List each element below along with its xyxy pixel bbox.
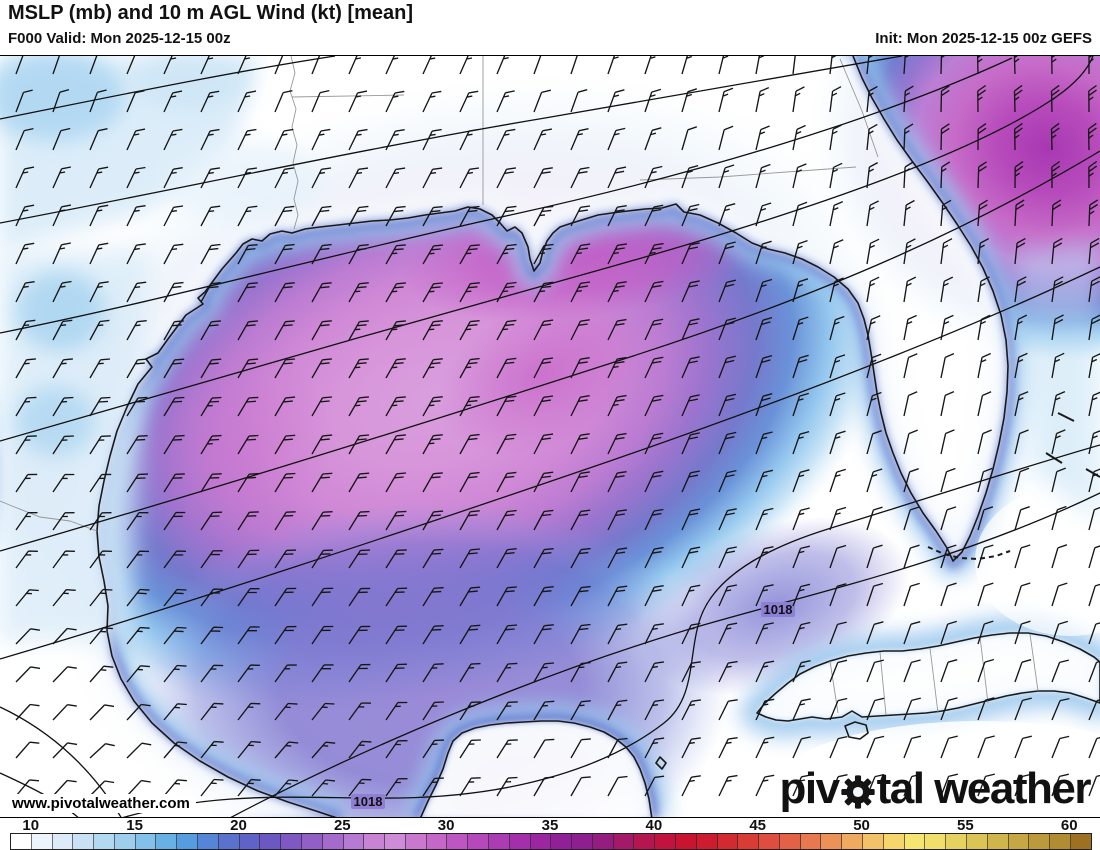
colorbar-cell <box>322 834 344 849</box>
colorbar-cell <box>1029 834 1051 849</box>
colorbar-tick: 35 <box>541 817 559 834</box>
colorbar-cell <box>114 834 136 849</box>
colorbar-cell <box>198 834 219 849</box>
colorbar-cell <box>301 834 323 849</box>
colorbar-cell <box>904 834 926 849</box>
colorbar-cell <box>385 834 406 849</box>
colorbar-cell <box>842 834 864 849</box>
colorbar-cell <box>488 834 510 849</box>
colorbar-cell <box>177 834 199 849</box>
colorbar-cell <box>966 834 988 849</box>
colorbar-cell <box>218 834 240 849</box>
header: MSLP (mb) and 10 m AGL Wind (kt) [mean] … <box>0 0 1100 55</box>
colorbar-cell <box>592 834 614 849</box>
colorbar-cell <box>52 834 74 849</box>
colorbar-cell <box>509 834 531 849</box>
colorbar-tick: 20 <box>230 817 247 834</box>
logo-text-tal-weather: tal weather <box>876 764 1092 813</box>
pivotal-weather-logo: piv tal weather <box>779 764 1092 813</box>
colorbar-cell <box>1070 834 1091 849</box>
colorbar-cell <box>946 834 967 849</box>
colorbar-cell <box>863 834 884 849</box>
colorbar-tick: 60 <box>1060 817 1078 834</box>
colorbar-swatches <box>10 833 1092 850</box>
colorbar-cell <box>426 834 448 849</box>
colorbar-tick: 50 <box>853 817 870 834</box>
colorbar-cell <box>1050 834 1071 849</box>
colorbar-cell <box>530 834 552 849</box>
colorbar-cell <box>31 834 53 849</box>
colorbar-cell <box>800 834 822 849</box>
colorbar-cell <box>343 834 365 849</box>
colorbar-cell <box>676 834 697 849</box>
weather-map: 1018 1018 www.pivotalweather.com piv tal … <box>0 55 1100 818</box>
colorbar-cell <box>551 834 573 849</box>
colorbar-tick: 25 <box>333 817 351 834</box>
colorbar-cell <box>239 834 261 849</box>
colorbar-cell <box>613 834 635 849</box>
colorbar-cell <box>281 834 302 849</box>
colorbar-cell <box>447 834 469 849</box>
init-time-label: Init: Mon 2025-12-15 00z GEFS <box>875 30 1092 47</box>
map-title: MSLP (mb) and 10 m AGL Wind (kt) [mean] <box>8 2 414 24</box>
colorbar-cell <box>94 834 115 849</box>
svg-text:1018: 1018 <box>354 794 383 809</box>
watermark: www.pivotalweather.com <box>6 794 196 813</box>
logo-text-piv: piv <box>779 764 841 813</box>
weather-map-canvas: 1018 1018 <box>0 56 1100 817</box>
colorbar-tick: 55 <box>957 817 974 834</box>
colorbar-tick-labels: 10 15 20 25 30 35 40 45 50 55 60 <box>0 817 1100 834</box>
colorbar-cell <box>73 834 95 849</box>
colorbar-tick: 40 <box>645 817 663 834</box>
colorbar-cell <box>405 834 427 849</box>
colorbar-cell <box>1008 834 1030 849</box>
colorbar-cell <box>759 834 780 849</box>
svg-text:1018: 1018 <box>764 602 793 617</box>
wind-speed-colorbar: 10 15 20 25 30 35 40 45 50 55 60 <box>0 817 1100 850</box>
colorbar-cell <box>821 834 843 849</box>
colorbar-cell <box>883 834 905 849</box>
colorbar-cell <box>779 834 801 849</box>
wind-barbs <box>15 56 1100 797</box>
gear-icon <box>840 775 875 809</box>
colorbar-tick: 45 <box>749 817 767 834</box>
colorbar-tick: 15 <box>126 817 143 834</box>
isobar-labels: 1018 1018 <box>351 602 795 809</box>
colorbar-cell <box>572 834 593 849</box>
colorbar-cell <box>156 834 178 849</box>
colorbar-cell <box>634 834 656 849</box>
colorbar-cell <box>987 834 1009 849</box>
colorbar-tick: 30 <box>437 817 455 834</box>
colorbar-cell <box>696 834 718 849</box>
colorbar-cell <box>11 834 32 849</box>
colorbar-cell <box>135 834 157 849</box>
colorbar-tick: 10 <box>22 817 40 834</box>
colorbar-cell <box>925 834 947 849</box>
colorbar-cell <box>655 834 676 849</box>
valid-time-label: F000 Valid: Mon 2025-12-15 00z <box>8 30 231 47</box>
colorbar-cell <box>364 834 386 849</box>
colorbar-cell <box>738 834 760 849</box>
colorbar-cell <box>717 834 739 849</box>
colorbar-cell <box>260 834 282 849</box>
wind-speed-shading <box>0 56 1100 817</box>
colorbar-cell <box>468 834 489 849</box>
